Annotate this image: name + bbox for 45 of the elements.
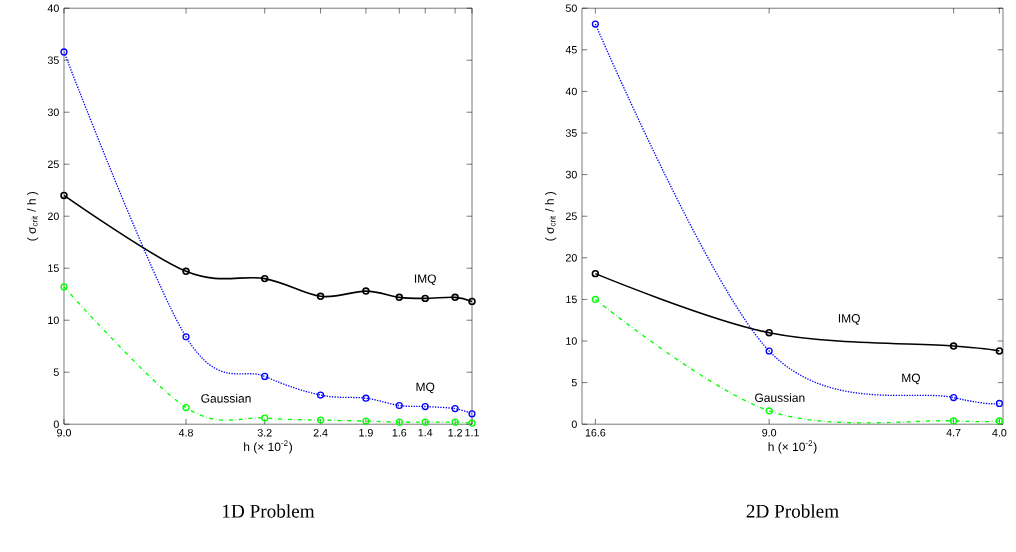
y-tick-label: 20 xyxy=(47,212,59,220)
x-tick-label: 9.0 xyxy=(762,428,777,437)
series-label: IMQ xyxy=(414,274,436,285)
x-tick-label: 4.7 xyxy=(946,428,961,437)
x-tick-label: 1.2 xyxy=(448,428,462,437)
x-tick-label: 1.6 xyxy=(392,428,407,437)
y-tick-label: 40 xyxy=(47,4,59,12)
y-tick-label: 50 xyxy=(565,4,577,12)
y-tick-label: 30 xyxy=(565,170,577,179)
y-tick-label: 15 xyxy=(566,295,577,304)
y-tick-label: 5 xyxy=(571,378,577,387)
x-tick-label: 4.8 xyxy=(178,428,193,437)
y-axis-title: ( σ$_{crit}$ / h ) xyxy=(27,191,39,241)
y-tick-label: 20 xyxy=(565,253,577,262)
series-label: Gaussian xyxy=(201,393,251,403)
y-tick-label: 0 xyxy=(53,420,59,428)
x-tick-label: 1.1 xyxy=(465,428,479,437)
series-label: IMQ xyxy=(838,313,860,325)
y-tick-label: 25 xyxy=(47,160,59,168)
y-tick-label: 25 xyxy=(565,212,577,220)
y-tick-label: 10 xyxy=(566,337,577,345)
x-tick-label: 1.4 xyxy=(418,428,433,437)
x-tick-label: 3.2 xyxy=(257,428,272,437)
y-tick-label: 5 xyxy=(53,368,59,376)
y-tick-label: 35 xyxy=(565,129,577,137)
y-tick-label: 15 xyxy=(48,264,59,272)
text: 2D Problem xyxy=(746,504,839,518)
y-tick-label: 30 xyxy=(47,108,59,116)
x-tick-label: 16.6 xyxy=(585,428,606,437)
series-label: MQ xyxy=(902,373,921,385)
y-tick-label: 40 xyxy=(565,87,577,96)
y-tick-label: 35 xyxy=(47,56,59,64)
y-tick-label: 0 xyxy=(571,420,577,428)
x-tick-label: 1.9 xyxy=(359,428,373,437)
x-tick-label: 9.0 xyxy=(57,428,71,437)
y-tick-label: 10 xyxy=(48,316,59,324)
text: 1D Problem xyxy=(223,504,315,518)
series-label: Gaussian xyxy=(755,393,805,402)
x-tick-label: 2.4 xyxy=(313,428,328,437)
x-axis-title: h (× 10$^{-2}$) xyxy=(768,440,817,454)
x-tick-label: 4.0 xyxy=(992,428,1007,437)
series-label: MQ xyxy=(416,382,435,394)
x-axis-title: h (× 10$^{-2}$) xyxy=(244,440,292,454)
y-tick-label: 45 xyxy=(565,45,577,54)
y-axis-title: ( σ$_{crit}$ / h ) xyxy=(545,191,557,241)
